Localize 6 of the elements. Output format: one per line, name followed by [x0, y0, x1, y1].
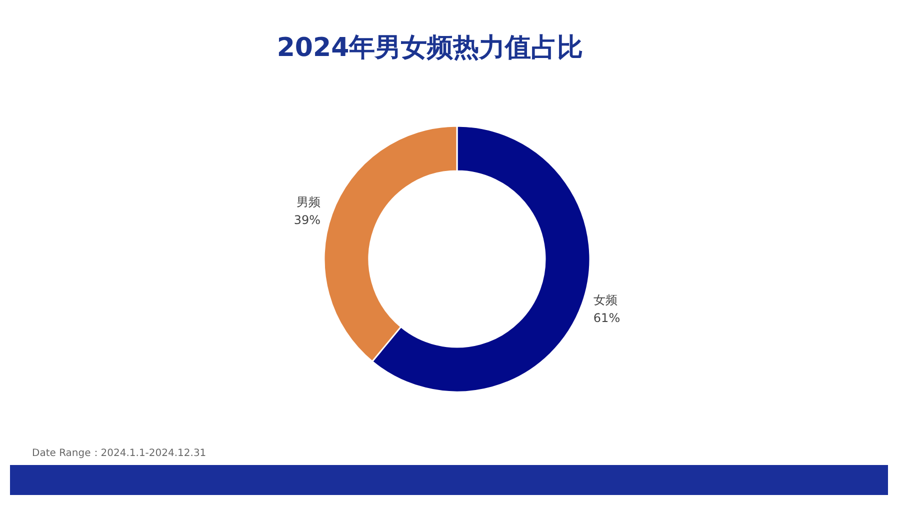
slice-label: 女频	[593, 293, 618, 308]
chart-title: 2024年男女频热力值占比	[276, 33, 584, 63]
slice-label: 男频	[296, 194, 321, 209]
data-label: 61%	[593, 311, 620, 326]
data-label: 39%	[294, 212, 321, 227]
text: Date Range：2024.1.1-2024.12.31	[32, 448, 206, 459]
